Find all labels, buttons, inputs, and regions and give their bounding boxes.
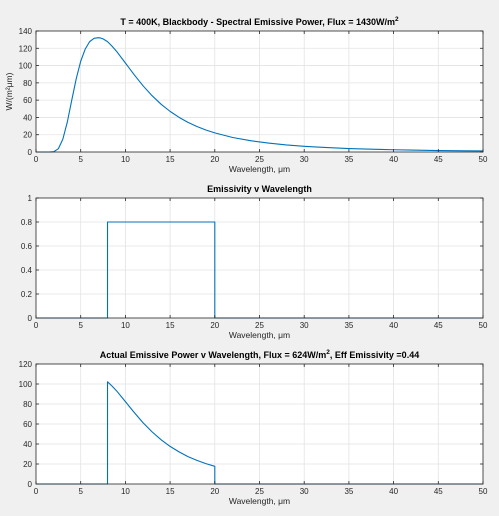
x-tick-label: 45 [434, 321, 443, 330]
x-tick-label: 40 [389, 487, 398, 496]
y-tick-label: 0.4 [21, 266, 33, 275]
x-tick-label: 10 [121, 155, 130, 164]
x-tick-label: 10 [121, 321, 130, 330]
x-tick-label: 50 [479, 487, 488, 496]
chart-title-suffix: , Eff Emissivity =0.44 [330, 350, 419, 360]
y-tick-label: 1 [28, 194, 33, 203]
chart-title-text: Actual Emissive Power v Wavelength, Flux… [100, 350, 327, 360]
y-tick-label: 100 [19, 380, 33, 389]
chart-title-text: Emissivity v Wavelength [207, 184, 312, 194]
y-tick-label: 20 [23, 131, 32, 140]
x-tick-label: 35 [344, 155, 353, 164]
chart-1: 0 5 10 15 20 25 30 35 40 45 50 0 20 40 60 80 100 120 140 Wa… [4, 16, 488, 174]
x-tick-label: 30 [300, 155, 309, 164]
y-tick-label: 20 [23, 460, 32, 469]
x-tick-label: 30 [300, 487, 309, 496]
chart-title: Emissivity v Wavelength [207, 184, 312, 194]
x-tick-label: 45 [434, 487, 443, 496]
x-tick-label: 5 [78, 487, 83, 496]
x-tick-label: 45 [434, 155, 443, 164]
x-tick-label: 50 [479, 155, 488, 164]
y-tick-label: 60 [23, 420, 32, 429]
y-tick-label: 40 [23, 440, 32, 449]
chart-title-text: T = 400K, Blackbody - Spectral Emissive … [120, 17, 395, 27]
chart-title: Actual Emissive Power v Wavelength, Flux… [100, 349, 419, 360]
chart-2: 0 5 10 15 20 25 30 35 40 45 50 0 0.2 0.4 0.6 0.8 1 Wavele… [21, 184, 488, 340]
x-tick-label: 20 [210, 321, 219, 330]
x-tick-label: 25 [255, 321, 264, 330]
x-tick-label: 5 [78, 155, 83, 164]
y-tick-label: 0 [28, 148, 33, 157]
x-tick-label: 40 [389, 321, 398, 330]
chart-3: 0 5 10 15 20 25 30 35 40 45 50 0 20 40 60 80 100 120 Wavel… [19, 349, 488, 506]
y-tick-label: 0.2 [21, 290, 33, 299]
y-tick-label: 100 [19, 62, 33, 71]
x-tick-label: 20 [210, 487, 219, 496]
x-tick-label: 15 [166, 321, 175, 330]
x-axis-label: Wavelength, μm [229, 330, 290, 340]
chart-title: T = 400K, Blackbody - Spectral Emissive … [120, 16, 399, 27]
y-tick-label: 60 [23, 96, 32, 105]
y-tick-label: 140 [19, 27, 33, 36]
y-tick-label: 0.6 [21, 242, 33, 251]
y-tick-label: 40 [23, 113, 32, 122]
x-axis-label: Wavelength, μm [229, 496, 290, 506]
y-tick-label: 120 [19, 360, 33, 369]
x-tick-label: 15 [166, 487, 175, 496]
x-tick-label: 50 [479, 321, 488, 330]
y-tick-label: 0 [28, 480, 33, 489]
x-tick-label: 40 [389, 155, 398, 164]
y-tick-label: 80 [23, 400, 32, 409]
chart-title-superscript: 2 [326, 349, 330, 356]
y-tick-label: 0.8 [21, 218, 33, 227]
x-tick-label: 0 [34, 155, 39, 164]
x-tick-label: 25 [255, 487, 264, 496]
x-tick-label: 35 [344, 487, 353, 496]
x-tick-label: 35 [344, 321, 353, 330]
x-tick-label: 15 [166, 155, 175, 164]
x-tick-label: 5 [78, 321, 83, 330]
y-axis-label: W/(m²μm) [4, 72, 14, 110]
series-line-1 [36, 381, 483, 485]
x-tick-label: 20 [210, 155, 219, 164]
x-tick-label: 0 [34, 321, 39, 330]
x-tick-label: 25 [255, 155, 264, 164]
x-tick-label: 0 [34, 487, 39, 496]
y-tick-label: 0 [28, 314, 33, 323]
y-tick-label: 80 [23, 79, 32, 88]
x-tick-label: 10 [121, 487, 130, 496]
x-tick-label: 30 [300, 321, 309, 330]
series-line-1 [35, 37, 484, 153]
y-tick-label: 120 [19, 44, 33, 53]
chart-title-superscript: 2 [395, 16, 399, 23]
x-axis-label: Wavelength, μm [229, 164, 290, 174]
